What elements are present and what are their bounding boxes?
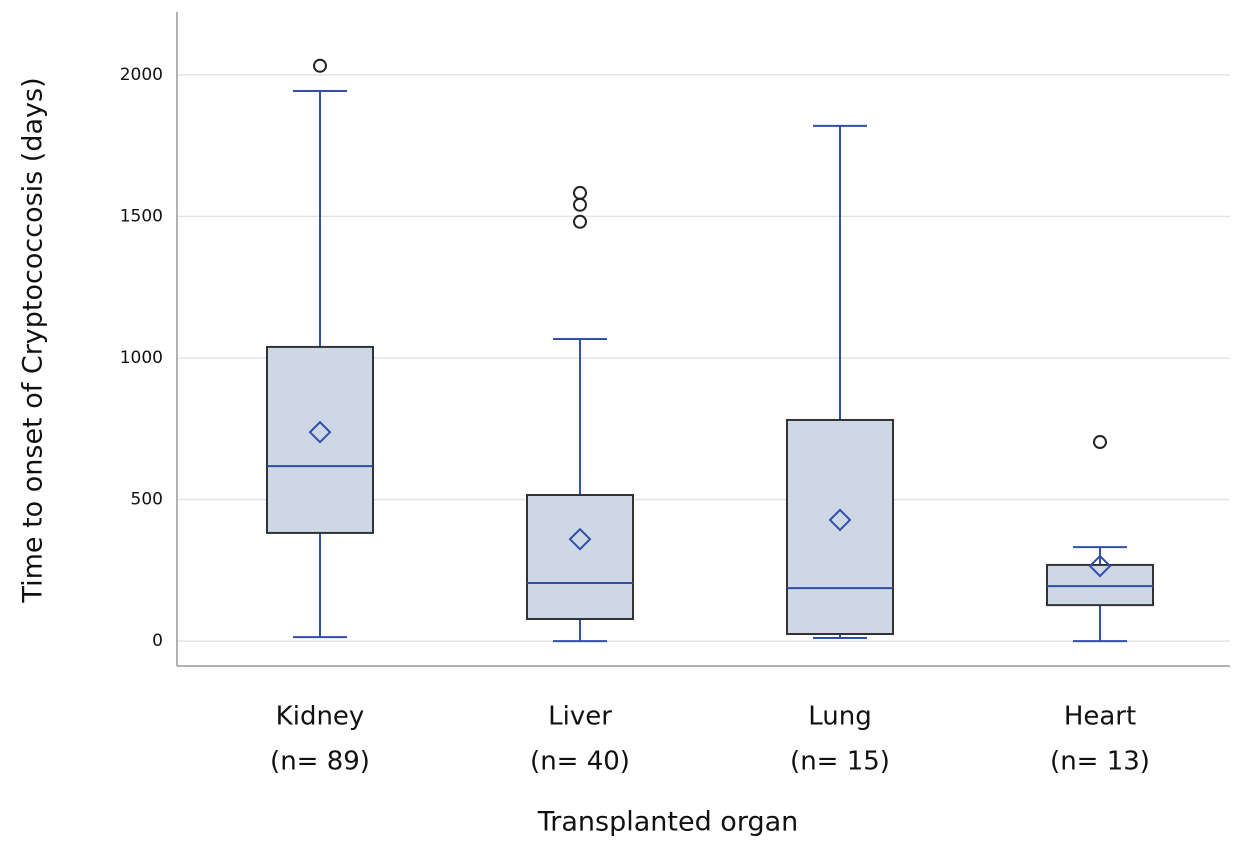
box — [1046, 563, 1154, 607]
outlier — [573, 197, 587, 212]
n-label: (n= 13) — [1050, 747, 1150, 777]
x-axis-title: Transplanted organ — [537, 807, 799, 838]
mean-marker — [828, 508, 852, 532]
y-tick-label: 2000 — [120, 65, 163, 85]
x-tick-label: Liver — [548, 702, 612, 732]
outlier — [573, 185, 587, 200]
n-label: (n= 40) — [530, 747, 630, 777]
x-tick-label: Lung — [808, 702, 872, 732]
outlier — [573, 214, 587, 229]
mean-marker — [308, 420, 332, 444]
box — [786, 418, 894, 636]
n-label: (n= 15) — [790, 747, 890, 777]
x-tick-label: Kidney — [276, 702, 365, 732]
outlier — [313, 58, 327, 73]
y-axis-title: Time to onset of Cryptococcosis (days) — [18, 77, 49, 603]
y-tick-label: 500 — [131, 490, 163, 510]
box — [266, 345, 374, 534]
y-tick-label: 0 — [152, 631, 163, 651]
y-tick-label: 1000 — [120, 348, 163, 368]
mean-marker — [568, 527, 592, 551]
box — [526, 493, 634, 621]
outlier — [1093, 435, 1107, 450]
n-label: (n= 89) — [270, 747, 370, 777]
x-tick-label: Heart — [1064, 702, 1136, 732]
mean-marker — [1088, 554, 1112, 578]
y-tick-label: 1500 — [120, 206, 163, 226]
